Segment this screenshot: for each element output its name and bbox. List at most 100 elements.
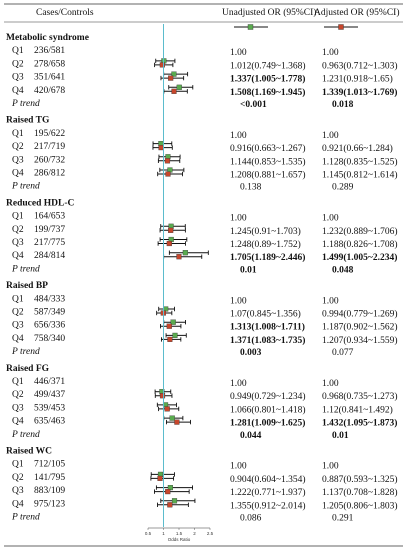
p-trend-label: P trend [11, 347, 40, 357]
row-unadjusted-or: 1.00 [230, 131, 247, 141]
row-adjusted-or: 1.432(1.095~1.873) [322, 418, 397, 429]
row-quartile: Q2 [12, 142, 24, 152]
row-cases-controls: 286/812 [34, 169, 65, 179]
x-tick-label: 2.5 [207, 531, 214, 536]
row-adjusted-or: 1.128(0.835~1.525) [322, 156, 398, 167]
header-adjusted: Adjusted OR (95%CI) [314, 7, 400, 18]
row-quartile: Q3 [12, 403, 24, 413]
p-trend-adjusted: 0.291 [332, 514, 354, 524]
header-unadjusted: Unadjusted OR (95%CI) [222, 7, 316, 18]
row-adjusted-or: 1.145(0.812~1.614) [322, 170, 398, 181]
header-cases-controls: Cases/Controls [36, 8, 94, 18]
row-adjusted-or: 1.339(1.013~1.769) [322, 87, 397, 98]
p-trend-label: P trend [11, 430, 40, 440]
legend [234, 24, 358, 30]
row-quartile: Q2 [12, 308, 24, 318]
p-trend-adjusted: 0.077 [332, 348, 354, 358]
row-adjusted-or: 1.00 [322, 296, 339, 306]
x-axis: 0.5 1 1.5 2 2.5 Odds Ratio [145, 527, 214, 542]
g0-q3-unadjusted-point [171, 71, 177, 77]
group-title: Reduced HDL-C [6, 198, 74, 208]
row-unadjusted-or: 1.00 [230, 296, 247, 306]
row-adjusted-or: 1.207(0.934~1.559) [322, 335, 398, 346]
p-trend-adjusted: 0.018 [332, 100, 354, 110]
p-trend-label: P trend [11, 264, 40, 274]
g2-q4-adjusted-point [176, 254, 182, 260]
g3-q3-unadjusted-point [170, 319, 176, 325]
row-adjusted-or: 0.994(0.779~1.269) [322, 309, 398, 320]
group-title: Raised FG [6, 364, 50, 374]
p-trend-label: P trend [11, 513, 40, 523]
row-cases-controls: 141/795 [34, 473, 65, 483]
g4-q4-adjusted-point [174, 419, 180, 425]
g3-q4-adjusted-point [167, 336, 173, 342]
table-rows: Metabolic syndrome Q1 236/581 1.00 1.00 Q2 278… [6, 33, 398, 524]
row-unadjusted-or: 1.00 [230, 379, 247, 389]
row-adjusted-or: 1.137(0.708~1.828) [322, 487, 398, 498]
row-quartile: Q1 [12, 129, 24, 139]
row-adjusted-or: 1.12(0.841~1.492) [322, 404, 393, 415]
g0-q3-adjusted-point [168, 75, 174, 81]
row-cases-controls: 635/463 [34, 417, 65, 427]
x-tick-label: 1 [162, 531, 165, 536]
row-unadjusted-or: 1.313(1.008~1.711) [230, 322, 305, 333]
row-adjusted-or: 1.188(0.826~1.708) [322, 239, 398, 250]
p-trend-unadjusted: 0.044 [240, 431, 262, 441]
row-quartile: Q1 [12, 460, 24, 470]
p-trend-adjusted: 0.048 [332, 265, 354, 275]
group-title: Raised BP [6, 281, 48, 291]
group-title: Raised WC [6, 447, 52, 457]
row-adjusted-or: 0.963(0.712~1.303) [322, 60, 398, 71]
row-cases-controls: 758/340 [34, 334, 65, 344]
g4-q2-adjusted-point [159, 393, 166, 399]
x-tick-label: 2 [193, 531, 196, 536]
row-quartile: Q1 [12, 294, 24, 304]
row-cases-controls: 217/719 [34, 142, 65, 152]
row-cases-controls: 195/622 [34, 129, 65, 139]
row-adjusted-or: 1.00 [322, 379, 339, 389]
p-trend-unadjusted: 0.086 [240, 514, 262, 524]
row-cases-controls: 164/653 [34, 212, 65, 222]
row-adjusted-or: 1.00 [322, 48, 339, 58]
row-unadjusted-or: 1.355(0.912~2.014) [230, 500, 306, 511]
row-cases-controls: 712/105 [34, 460, 65, 470]
row-unadjusted-or: 1.508(1.169~1.945) [230, 87, 305, 98]
row-quartile: Q4 [12, 169, 24, 179]
p-trend-unadjusted: 0.01 [240, 265, 257, 275]
g5-q4-adjusted-point [167, 502, 173, 508]
row-quartile: Q3 [12, 321, 24, 331]
row-unadjusted-or: 1.371(1.083~1.735) [230, 335, 305, 346]
p-trend-adjusted: 0.289 [332, 183, 354, 193]
group-title: Metabolic syndrome [6, 33, 89, 43]
g0-q4-unadjusted-point [176, 84, 182, 90]
row-unadjusted-or: 0.904(0.604~1.354) [230, 474, 306, 485]
row-unadjusted-or: 0.949(0.729~1.234) [230, 391, 306, 402]
row-quartile: Q4 [12, 251, 24, 261]
g3-q4-unadjusted-point [172, 332, 178, 338]
p-trend-unadjusted: <0.001 [240, 100, 267, 110]
row-quartile: Q3 [12, 486, 24, 496]
g2-q2-adjusted-point [168, 227, 174, 233]
p-trend-unadjusted: 0.138 [240, 183, 262, 193]
p-trend-adjusted: 0.01 [332, 431, 349, 441]
p-trend-unadjusted: 0.003 [240, 348, 262, 358]
row-unadjusted-or: 1.705(1.189~2.446) [230, 252, 305, 263]
g4-q4-unadjusted-point [169, 415, 175, 421]
legend-unadjusted-marker [247, 24, 254, 30]
g3-q3-adjusted-point [166, 323, 172, 329]
x-tick-label: 0.5 [145, 531, 152, 536]
g4-q3-adjusted-point [164, 406, 170, 412]
g0-q2-adjusted-point [159, 62, 165, 68]
g1-q3-adjusted-point [164, 158, 171, 164]
g5-q4-unadjusted-point [171, 498, 178, 504]
row-quartile: Q3 [12, 238, 24, 248]
row-unadjusted-or: 1.07(0.845~1.356) [230, 309, 301, 320]
row-adjusted-or: 1.00 [322, 214, 339, 224]
legend-adjusted-marker [338, 24, 344, 30]
g0-q4-adjusted-point [171, 88, 177, 94]
row-unadjusted-or: 1.00 [230, 214, 247, 224]
row-cases-controls: 446/371 [34, 377, 65, 387]
row-cases-controls: 656/336 [34, 321, 65, 331]
